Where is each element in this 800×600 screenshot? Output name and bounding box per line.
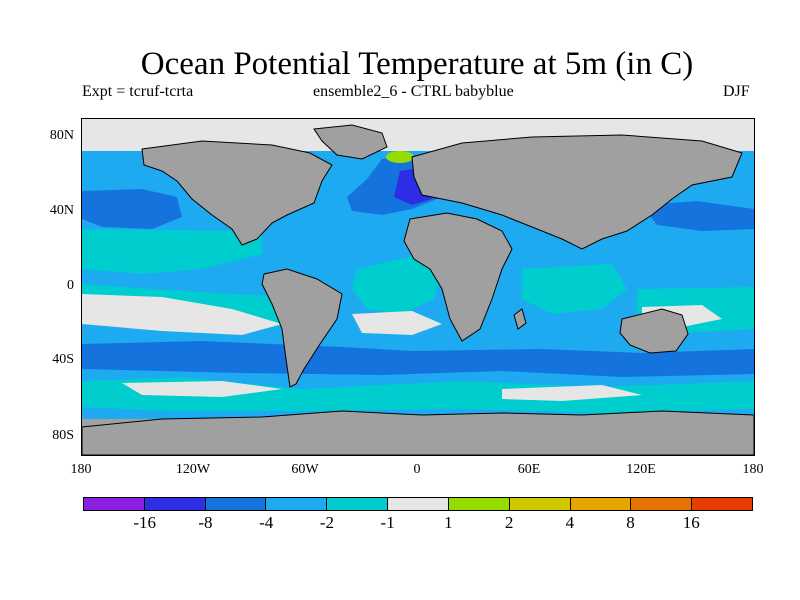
colorbar-segment: [570, 498, 632, 510]
colorbar-segment: [266, 498, 328, 510]
lon-label-60w: 60W: [291, 462, 319, 477]
season-label: DJF: [723, 83, 750, 100]
colorbar-segment: [692, 498, 752, 510]
australia: [619, 308, 689, 354]
map-canvas: [82, 119, 754, 455]
colorbar-segment: [327, 498, 389, 510]
northwest-pacific-cooling: [642, 201, 754, 231]
colorbar-label: -16: [133, 513, 157, 532]
north-pacific-tropical-band: [82, 229, 262, 274]
lat-label-80s: 80S: [52, 428, 74, 443]
experiment-label: Expt = tcruf-tcrta: [82, 83, 194, 100]
tropical-atlantic-band: [352, 254, 442, 314]
eurasia: [411, 134, 743, 250]
colorbar-label: 16: [682, 513, 700, 532]
antarctica: [82, 410, 754, 455]
lon-label-180w: 180: [70, 462, 92, 477]
colorbar-label: 4: [565, 513, 575, 532]
north-america: [141, 140, 333, 246]
africa: [403, 212, 513, 342]
lon-label-180e: 180: [742, 462, 764, 477]
continents: [82, 124, 754, 455]
greenland: [313, 124, 388, 160]
colorbar-label: -2: [319, 513, 334, 532]
southern-ocean-neutral-patch-2: [502, 385, 642, 401]
colorbar-segment: [631, 498, 693, 510]
lon-label-60e: 60E: [517, 462, 541, 477]
south-america: [261, 268, 343, 388]
south-pacific-neutral-patch: [82, 294, 282, 335]
southern-ocean-cooling-band: [82, 341, 754, 377]
colorbar-segment: [448, 498, 510, 510]
south-atlantic-neutral-patch: [352, 311, 442, 335]
lat-label-0: 0: [67, 278, 74, 293]
southern-ocean-neutral-patch-1: [122, 381, 282, 397]
lat-label-80n: 80N: [49, 128, 74, 143]
ensemble-label: ensemble2_6 - CTRL babyblue: [313, 83, 514, 100]
plot-title: Ocean Potential Temperature at 5m (in C): [140, 46, 694, 82]
greenland-warming-patch: [386, 151, 414, 163]
lon-label-120w: 120W: [175, 462, 211, 477]
colorbar-label: 8: [626, 513, 635, 532]
indian-ocean-band: [522, 264, 627, 314]
colorbar-segment: [205, 498, 267, 510]
temperature-map: [81, 118, 755, 456]
colorbar-segment: [84, 498, 145, 510]
colorbar-label: -8: [198, 513, 213, 532]
lon-label-0: 0: [413, 462, 421, 477]
colorbar-segment: [144, 498, 206, 510]
colorbar-segment: [388, 498, 449, 510]
colorbar-label: -4: [259, 513, 274, 532]
madagascar: [513, 308, 527, 330]
lat-label-40s: 40S: [52, 352, 74, 367]
lon-label-120e: 120E: [626, 462, 656, 477]
colorbar-label: 1: [444, 513, 453, 532]
north-pacific-cooling: [82, 189, 182, 229]
colorbar-segment: [509, 498, 571, 510]
colorbar-label: 2: [504, 513, 514, 532]
lat-label-40n: 40N: [49, 203, 74, 218]
colorbar-label: -1: [380, 513, 395, 532]
colorbar: [83, 497, 753, 511]
